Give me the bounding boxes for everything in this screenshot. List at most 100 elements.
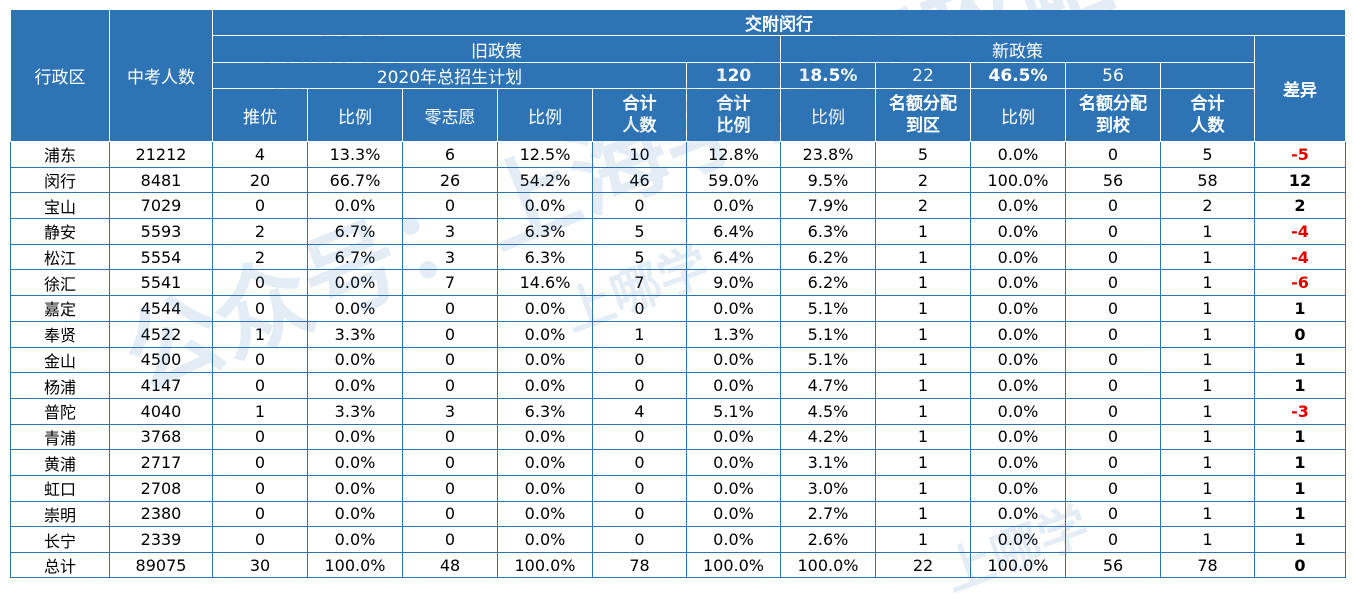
table-row: 虹口 2708 0 0.0% 0 0.0% 0 0.0% 3.0% 1 0.0% 0 1 1 [10,474,1346,502]
difference-cell: 1 [1254,372,1346,399]
table-cell: 4.7% [780,372,876,399]
table-cell: 0.0% [970,346,1066,374]
table-cell: 7 [592,269,687,297]
table-cell: 0 [592,346,687,374]
table-cell: 4 [592,397,687,425]
total-row: 总计 89075 30 100.0% 48 100.0% 78 100.0% 100.0% 22 1… [10,552,1346,578]
table-cell: 4 [212,141,308,168]
table-cell: 1 [1160,423,1255,451]
table-cell: 0.0% [497,474,593,502]
table-row: 宝山 7029 0 0.0% 0 0.0% 0 0.0% 7.9% 2 0.0% 0 2 2 [10,192,1346,220]
header-difference: 差异 [1254,35,1346,142]
table-cell: 0 [592,372,687,399]
table-cell: 0 [1065,474,1161,502]
district-cell: 普陀 [10,397,110,425]
table-cell: 0 [402,295,498,322]
header-plan-total: 120 [686,62,781,89]
table-cell: 0 [212,474,308,502]
table-cell: 5.1% [780,346,876,374]
table-cell: 0 [212,526,308,553]
table-cell: 0 [212,192,308,220]
table-cell: 6.4% [686,243,781,271]
table-cell: 0.0% [970,243,1066,271]
table-cell: 0.0% [970,141,1066,168]
table-row: 嘉定 4544 0 0.0% 0 0.0% 0 0.0% 5.1% 1 0.0% 0 1 1 [10,295,1346,322]
difference-cell: -5 [1254,141,1346,168]
table-cell: 6.3% [497,218,593,245]
difference-cell: 1 [1254,526,1346,553]
table-cell: 0 [592,500,687,528]
header-blank [1160,62,1255,89]
table-cell: 0.0% [307,423,403,451]
table-cell: 2.6% [780,526,876,553]
table-cell: 6 [402,141,498,168]
table-row: 浦东 21212 4 13.3% 6 12.5% 10 12.8% 23.8% 5 0.0% 0 5 -5 [10,141,1346,168]
table-cell: 2717 [109,449,213,476]
district-cell: 青浦 [10,423,110,451]
table-cell: 78 [1160,552,1255,578]
column-header: 比例 [970,88,1066,142]
table-cell: 0 [592,192,687,220]
difference-cell: 2 [1254,192,1346,220]
table-cell: 2 [212,218,308,245]
table-cell: 0.0% [307,526,403,553]
header-district: 行政区 [10,9,110,142]
table-cell: 0 [1065,192,1161,220]
table-row: 长宁 2339 0 0.0% 0 0.0% 0 0.0% 2.6% 1 0.0% 0 1 1 [10,526,1346,553]
table-cell: 0 [212,269,308,297]
table-cell: 6.2% [780,269,876,297]
table-cell: 0.0% [497,346,593,374]
table-cell: 2 [1160,192,1255,220]
table-cell: 0 [1065,141,1161,168]
table-cell: 1 [1160,269,1255,297]
table-cell: 1 [875,243,971,271]
table-cell: 0.0% [686,346,781,374]
table-cell: 0 [1065,500,1161,528]
table-cell: 3.3% [307,397,403,425]
table-cell: 7029 [109,192,213,220]
table-cell: 0 [1065,346,1161,374]
table-cell: 1 [875,269,971,297]
district-cell: 奉贤 [10,320,110,348]
table-cell: 78 [592,552,687,578]
table-cell: 0 [592,449,687,476]
difference-cell: 1 [1254,295,1346,322]
table-cell: 0.0% [497,423,593,451]
header-plan-2020: 2020年总招生计划 [212,62,687,89]
table-cell: 1 [212,397,308,425]
header-district-quota: 22 [875,62,971,89]
table-cell: 9.0% [686,269,781,297]
table-cell: 0 [1065,372,1161,399]
table-cell: 0.0% [497,295,593,322]
column-header: 比例 [307,88,403,142]
table-cell: 0.0% [497,500,593,528]
table-cell: 1 [875,295,971,322]
difference-cell: 1 [1254,449,1346,476]
table-cell: 4040 [109,397,213,425]
table-cell: 5 [875,141,971,168]
table-row: 黄浦 2717 0 0.0% 0 0.0% 0 0.0% 3.1% 1 0.0% 0 1 1 [10,449,1346,476]
table-cell: 23.8% [780,141,876,168]
table-cell: 48 [402,552,498,578]
difference-cell: 1 [1254,423,1346,451]
table-cell: 1 [875,500,971,528]
district-cell: 金山 [10,346,110,374]
table-cell: 0.0% [970,397,1066,425]
header-new-policy: 新政策 [780,35,1255,63]
table-cell: 0 [1065,320,1161,348]
table-cell: 0.0% [307,192,403,220]
column-header: 零志愿 [402,88,498,142]
table-cell: 0 [212,346,308,374]
header-school: 交附闵行 [212,9,1346,36]
table-cell: 10 [592,141,687,168]
table-cell: 1 [875,372,971,399]
table-cell: 0 [212,449,308,476]
table-cell: 12.8% [686,141,781,168]
table-cell: 0.0% [970,269,1066,297]
table-cell: 0.0% [497,372,593,399]
table-cell: 0 [1065,295,1161,322]
table-cell: 1 [1160,346,1255,374]
table-cell: 0 [1065,269,1161,297]
table-cell: 14.6% [497,269,593,297]
table-cell: 66.7% [307,166,403,194]
